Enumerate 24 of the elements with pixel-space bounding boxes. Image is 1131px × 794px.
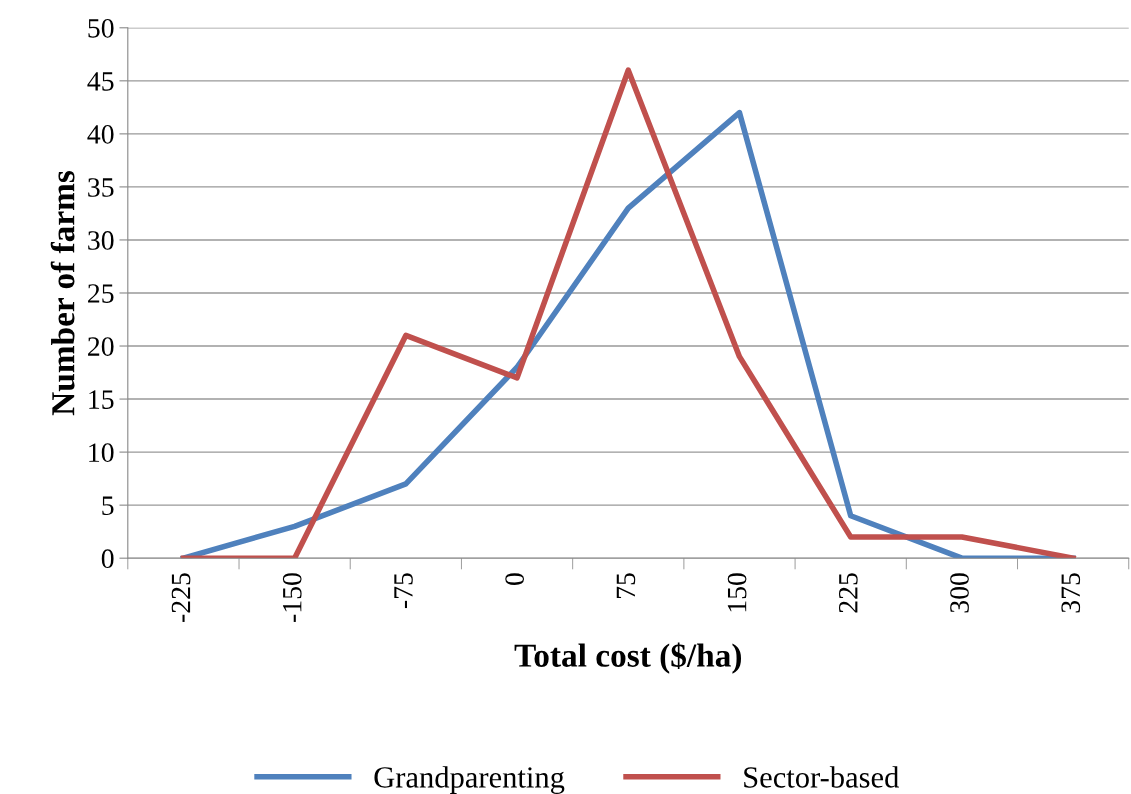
y-tick-label: 0 [101, 549, 114, 569]
x-axis-title: Total cost ($/ha) [514, 642, 742, 674]
y-tick-label: 50 [88, 18, 114, 38]
y-tick-label: 5 [102, 496, 114, 516]
x-tick-label: 75 [616, 573, 636, 599]
y-tick-label: 40 [87, 125, 114, 144]
x-tick-label: -75 [394, 573, 413, 609]
legend-label: Sector-based [744, 766, 899, 788]
x-tick-label: 300 [950, 573, 969, 613]
legend-label: Grandparenting [374, 766, 565, 794]
y-tick-label: 15 [89, 390, 114, 409]
y-tick-label: 35 [88, 178, 114, 197]
y-tick-label: 45 [87, 72, 114, 91]
x-tick-label: -150 [282, 573, 302, 622]
x-tick-label: 150 [727, 573, 747, 612]
y-tick-label: 20 [88, 337, 114, 356]
y-tick-label: 25 [88, 284, 114, 303]
x-tick-label: 225 [838, 573, 858, 613]
y-tick-label: 30 [88, 231, 114, 250]
y-tick-label: 10 [89, 443, 114, 463]
x-tick-label: 375 [1061, 573, 1081, 613]
x-tick-label: 0 [505, 573, 525, 585]
x-tick-label: -225 [171, 573, 191, 622]
y-axis-title: Number of farms [50, 170, 75, 416]
